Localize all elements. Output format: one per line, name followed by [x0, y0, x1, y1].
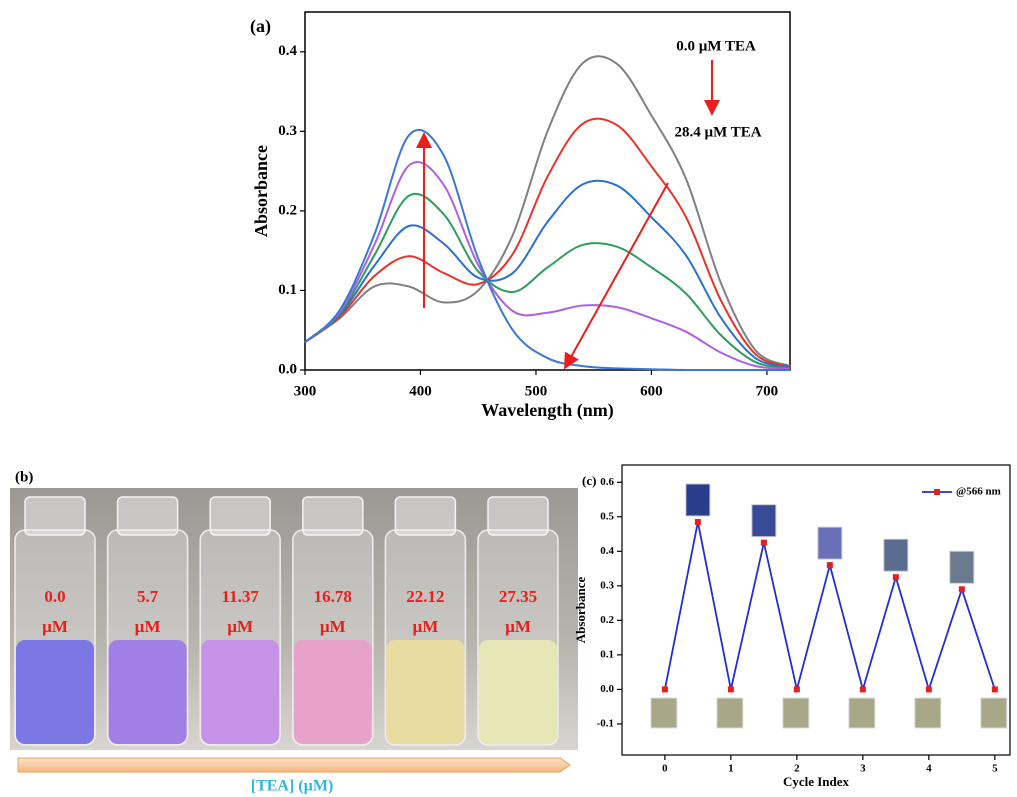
vial-liquid — [386, 640, 465, 744]
inset-photo — [883, 538, 909, 572]
data-point — [859, 686, 866, 693]
x-tick-label: 1 — [728, 763, 734, 775]
y-tick-label: 0.1 — [278, 282, 297, 298]
x-axis-label: Wavelength (nm) — [481, 400, 614, 421]
vial-label: 11.37 — [222, 587, 260, 606]
series-line — [304, 179, 791, 369]
vial-neck — [302, 496, 364, 536]
plot-frame — [621, 464, 1011, 756]
data-point — [727, 686, 734, 693]
y-tick-label: 0.6 — [600, 476, 614, 488]
x-tick-label: 700 — [756, 383, 779, 399]
vial-label: µM — [135, 617, 161, 636]
inset-photo — [716, 697, 744, 729]
vial-label: 27.35 — [499, 587, 537, 606]
plot-frame — [304, 11, 791, 371]
annotation: 0.0 µM TEA — [676, 38, 756, 54]
y-tick-label: 0.4 — [278, 43, 297, 59]
series-line — [304, 117, 791, 368]
vial-liquid — [201, 640, 280, 744]
data-point — [925, 686, 932, 693]
panel-label: (b) — [15, 469, 33, 485]
panel-label: (a) — [250, 16, 271, 37]
y-axis-label: Absorbance — [251, 145, 271, 237]
y-tick-label: 0.5 — [600, 510, 614, 522]
y-tick-label: 0.2 — [278, 202, 297, 218]
y-tick-label: 0.2 — [600, 614, 614, 626]
x-tick-label: 300 — [294, 383, 317, 399]
y-tick-label: 0.0 — [600, 683, 614, 695]
y-axis-label: Absorbance — [573, 577, 588, 644]
x-tick-label: 2 — [794, 763, 800, 775]
x-axis-label: Cycle Index — [783, 774, 850, 789]
x-tick-label: 0 — [662, 763, 668, 775]
legend-label: @566 nm — [956, 486, 1001, 498]
x-tick-label: 5 — [992, 763, 998, 775]
series-line — [304, 192, 791, 370]
data-point — [793, 686, 800, 693]
series-line — [304, 160, 791, 371]
vial-label: µM — [42, 617, 68, 636]
photo-axis-label: [TEA] (µM) — [251, 778, 334, 795]
vial-liquid — [293, 640, 372, 744]
vial-liquid — [108, 640, 187, 744]
inset-photo — [782, 697, 810, 729]
vial-neck — [24, 496, 86, 536]
vial-label: 16.78 — [314, 587, 352, 606]
inset-photo — [949, 550, 975, 584]
x-tick-label: 600 — [640, 383, 663, 399]
vial-label: 0.0 — [44, 587, 65, 606]
data-point — [694, 518, 701, 525]
y-tick-label: 0.0 — [278, 361, 297, 377]
y-tick-label: 0.3 — [600, 579, 614, 591]
data-point — [661, 686, 668, 693]
x-tick-label: 500 — [525, 383, 548, 399]
x-tick-label: 4 — [926, 763, 932, 775]
x-tick-label: 400 — [409, 383, 432, 399]
inset-photo — [685, 483, 711, 517]
vial-neck — [116, 496, 179, 536]
vial-label: µM — [227, 617, 253, 636]
y-tick-label: 0.3 — [278, 123, 297, 139]
vial-label: µM — [505, 617, 531, 636]
y-tick-label: 0.4 — [600, 545, 614, 557]
spectra-chart: 300 400 500 600 700 0.0 0.1 0.2 0.3 0.4 Wavelength… — [250, 11, 791, 421]
vial-label: 5.7 — [137, 587, 159, 606]
vial-neck — [487, 496, 549, 536]
vial-label: µM — [412, 617, 438, 636]
data-point — [760, 539, 767, 546]
vial-neck — [394, 496, 457, 536]
panel-label: (c) — [582, 473, 596, 488]
legend-marker — [934, 489, 940, 495]
inset-photo — [914, 697, 942, 729]
inset-photo — [650, 697, 678, 729]
vial-neck — [209, 496, 271, 536]
data-point — [958, 586, 965, 593]
vial-liquid — [479, 640, 557, 744]
inset-photo — [751, 504, 777, 538]
data-point — [826, 562, 833, 569]
vial-label: µM — [320, 617, 346, 636]
trend-arrow — [564, 182, 669, 370]
series-line — [304, 55, 791, 367]
data-point — [991, 686, 998, 693]
concentration-arrow — [17, 757, 571, 773]
data-point — [892, 574, 899, 581]
x-tick-label: 3 — [860, 763, 866, 775]
cycle-chart: 0 1 2 3 4 5 0.6 0.5 0.4 0.3 0.2 0.1 0.0 -0.1 Cycle Ind… — [573, 464, 1011, 789]
y-tick-label: -0.1 — [597, 717, 614, 729]
y-tick-label: 0.1 — [600, 648, 614, 660]
inset-photo — [980, 697, 1008, 729]
vial-photo: 0.0 µM 5.7 µM 11.37 µM 16.78 µM 22.12 µM 27.35 µM — [10, 488, 578, 750]
vial-liquid — [16, 640, 94, 744]
vial-label: 22.12 — [406, 587, 444, 606]
inset-photo — [848, 697, 876, 729]
annotation: 28.4 µM TEA — [674, 124, 761, 140]
series-line — [304, 128, 790, 372]
inset-photo — [817, 526, 843, 560]
